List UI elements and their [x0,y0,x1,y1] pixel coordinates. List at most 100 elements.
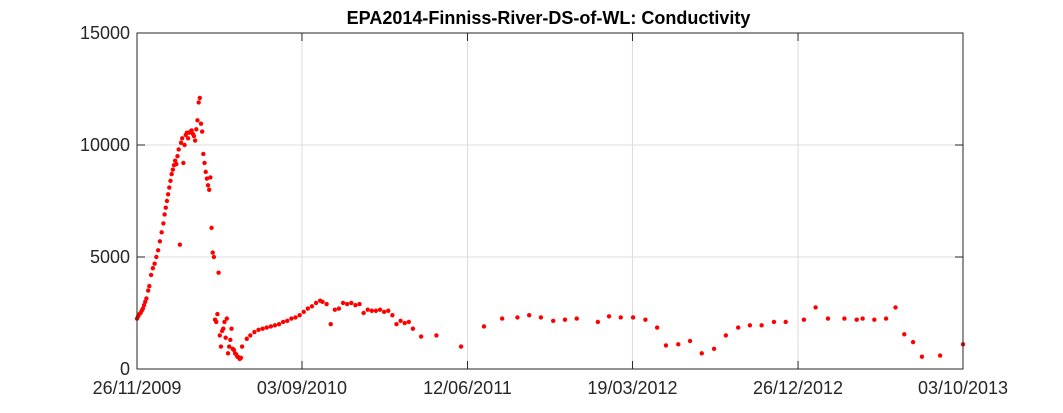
data-point [324,301,329,307]
data-point [394,322,399,327]
data-point [229,326,234,331]
data-point [272,323,278,328]
data-point [771,319,777,325]
data-point [204,176,210,181]
data-point [147,283,152,289]
data-point [783,319,788,325]
data-point [643,317,648,322]
data-point [276,322,282,327]
data-point [223,335,228,340]
data-point [320,299,325,304]
data-point [202,160,207,166]
data-point [159,230,164,235]
data-point [301,309,306,315]
data-point [189,128,194,133]
data-point [499,316,505,321]
data-point [148,272,154,278]
data-point [214,319,219,325]
data-point [313,300,319,306]
data-point [919,354,925,359]
data-point [260,326,265,331]
data-point [336,306,342,311]
data-point [252,329,257,335]
data-point [161,221,166,226]
data-point [747,323,753,328]
data-point [209,225,214,231]
data-point [196,100,201,105]
data-point [168,178,173,184]
x-tick-label: 19/03/2012 [587,378,677,398]
data-point [280,319,286,325]
data-point [208,175,213,180]
data-point [711,346,717,352]
data-point [365,307,370,312]
y-tick-label: 15000 [80,23,130,43]
data-point [231,347,237,353]
data-point [182,142,187,148]
data-point [162,212,167,217]
data-point [361,310,366,316]
data-point [595,319,601,325]
data-point [155,248,161,253]
data-point [176,147,181,152]
y-axis: 0 5000 10000 15000 [80,23,963,379]
x-axis: 26/11/2009 03/09/2010 12/06/2011 19/03/2012… [93,33,1008,398]
data-point [515,315,520,320]
data-point [144,296,149,301]
x-tick-label: 12/06/2011 [423,378,512,398]
data-point [398,318,403,324]
data-point [386,308,391,313]
data-point [238,355,244,360]
data-point [211,254,217,260]
data-point [205,183,211,188]
data-point [285,318,290,324]
data-point [562,317,568,322]
data-point [297,313,302,318]
data-point [349,300,354,306]
data-point [910,339,916,345]
plot-frame [136,32,964,370]
data-point [872,317,877,322]
data-point [217,333,222,338]
data-point [305,306,311,311]
data-point [226,344,232,349]
data-point [264,325,269,330]
data-point [178,140,184,145]
data-point [165,192,171,197]
data-point [606,314,612,319]
data-point [630,315,636,320]
gridlines [136,32,964,370]
data-point [239,344,245,349]
data-point [244,336,249,341]
data-point [676,342,681,347]
data-point [256,327,261,332]
data-point [937,353,943,358]
data-point [381,309,387,315]
data-point [369,308,375,313]
y-tick-label: 0 [120,359,130,379]
data-point [154,254,159,260]
data-point [813,305,818,310]
y-tick-label: 5000 [90,247,130,267]
data-point [344,301,350,307]
data-point [410,326,416,331]
x-tick-label: 26/12/2012 [753,378,843,398]
data-point [893,305,898,310]
data-point [418,334,424,339]
x-tick-label: 03/10/2013 [918,378,1008,398]
data-point [357,301,362,307]
data-point [801,317,807,322]
data-point [902,332,907,337]
data-point [222,319,227,325]
data-point [175,154,180,159]
data-point [141,302,147,308]
data-point [687,338,693,344]
data-point [215,311,220,317]
data-point [526,313,532,318]
data-point [289,316,294,321]
data-point [825,316,831,321]
data-point [377,307,383,312]
data-point [434,333,439,338]
data-point [309,304,315,309]
